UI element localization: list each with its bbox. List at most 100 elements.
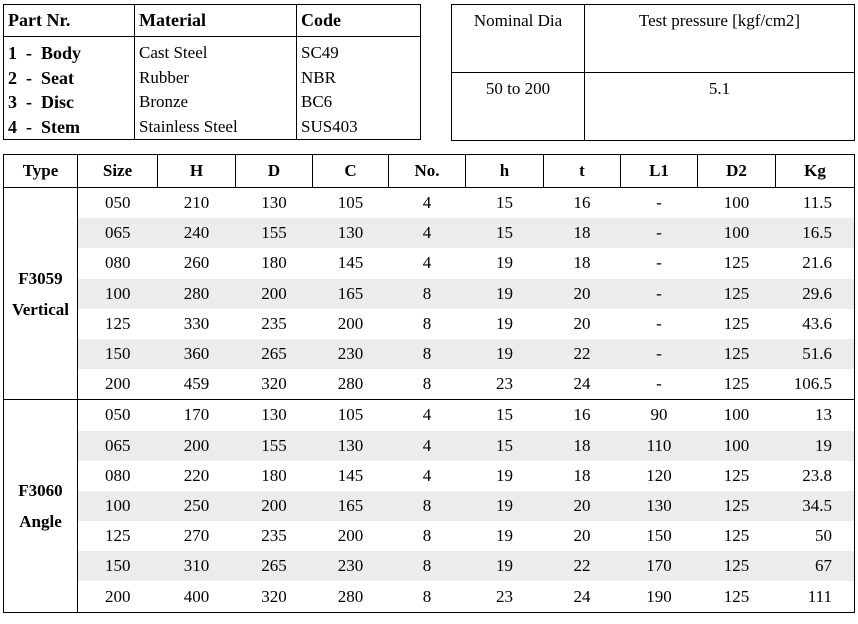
header-d2-col: D2 <box>697 154 776 188</box>
kg-cell: 43.6 <box>802 313 832 333</box>
size-cell: 125 <box>105 313 131 333</box>
header-type-col: Type <box>3 154 78 188</box>
kg-cell: 67 <box>775 551 855 582</box>
l1-dim-cell: - <box>656 374 662 394</box>
type-code: F3059 <box>18 268 63 288</box>
header-part-nr: Part Nr. <box>3 4 135 37</box>
d-dim-cell: 200 <box>235 278 313 309</box>
h-lower-cell: 23 <box>496 586 513 606</box>
part-name: 1 - Body <box>3 36 135 66</box>
d2-dim-cell: 125 <box>723 465 750 485</box>
part-material: Stainless Steel <box>134 114 297 140</box>
d-dim-cell: 130 <box>235 187 313 219</box>
h-dim-cell: 260 <box>183 253 210 273</box>
l1-dim-cell: 150 <box>646 526 672 546</box>
table-row: F3060 Angle 050 170 130 105 4 15 16 90 100 13 <box>3 399 855 613</box>
t-dim-cell: 18 <box>543 218 621 249</box>
t-dim-cell: 18 <box>543 430 621 461</box>
d2-dim-cell: 125 <box>697 551 776 582</box>
parts-row: 2 - Seat Rubber NBR <box>3 65 421 91</box>
l1-dim-cell: 110 <box>620 430 698 461</box>
d-dim-cell: 155 <box>235 430 313 461</box>
test-pressure-table: Nominal Dia Test pressure [kgf/cm2] 50 t… <box>451 4 855 141</box>
bolt-no-cell: 8 <box>388 551 466 582</box>
part-code: BC6 <box>296 90 421 115</box>
part-code: NBR <box>296 65 421 91</box>
header-h-col: H <box>157 154 236 188</box>
kg-cell: 50 <box>815 526 832 546</box>
d2-dim-cell: 125 <box>723 253 750 273</box>
h-dim-cell: 170 <box>157 399 236 431</box>
h-lower-cell: 15 <box>465 187 544 219</box>
h-lower-cell: 19 <box>465 278 544 309</box>
kg-cell: 19 <box>775 430 855 461</box>
size-cell: 150 <box>77 551 158 582</box>
h-dim-cell: 250 <box>157 490 236 522</box>
dimension-table: Type Size H D C No. h t L1 D2 Kg F3059 Vertical 050 2… <box>3 154 855 613</box>
bolt-no-cell: 4 <box>388 218 466 249</box>
c-dim-cell: 280 <box>337 586 364 606</box>
size-cell: 050 <box>77 187 158 219</box>
pressure-header-row: Nominal Dia Test pressure [kgf/cm2] <box>451 4 855 73</box>
size-cell: 050 <box>77 399 158 431</box>
header-nominal-dia: Nominal Dia <box>451 4 585 73</box>
h-lower-cell: 19 <box>496 465 513 485</box>
c-dim-cell: 105 <box>312 187 389 219</box>
t-dim-cell: 20 <box>573 313 591 333</box>
size-cell: 125 <box>105 526 131 546</box>
kg-cell: 13 <box>775 399 855 431</box>
nominal-dia-value: 50 to 200 <box>451 72 585 141</box>
parts-material-table: Part Nr. Material Code 1 - Body Cast Ste… <box>3 4 421 140</box>
h-dim-cell: 220 <box>183 465 210 485</box>
table-row: 125 270 235 200 8 19 20 150 125 50 <box>4 521 855 551</box>
table-row: 150 310 265 230 8 19 22 170 125 67 <box>4 551 855 582</box>
t-dim-cell: 16 <box>543 399 621 431</box>
size-cell: 100 <box>77 278 158 309</box>
bolt-no-cell: 4 <box>388 430 466 461</box>
d2-dim-cell: 100 <box>697 218 776 249</box>
d2-dim-cell: 125 <box>723 313 750 333</box>
kg-cell: 29.6 <box>775 278 855 309</box>
type-code: F3060 <box>18 480 63 500</box>
dimension-header-row: Type Size H D C No. h t L1 D2 Kg <box>3 154 855 188</box>
bolt-no-cell: 4 <box>388 399 466 431</box>
l1-dim-cell: - <box>620 278 698 309</box>
c-dim-cell: 165 <box>312 490 389 522</box>
table-row: 150 360 265 230 8 19 22-125 51.6 <box>4 338 855 370</box>
l1-dim-cell: - <box>620 218 698 249</box>
d-dim-cell: 320 <box>261 374 287 394</box>
parts-header-row: Part Nr. Material Code <box>3 4 421 37</box>
table-row: F3059 Vertical 050 210 130 105 4 15 16-100 11.5 <box>3 186 855 401</box>
dimension-table-body: F3059 Vertical 050 210 130 105 4 15 16-100 11.5 06… <box>3 186 855 613</box>
parts-row: 4 - Stem Stainless Steel SUS403 <box>3 114 421 140</box>
d-dim-cell: 235 <box>261 526 287 546</box>
h-dim-cell: 400 <box>183 586 210 606</box>
part-material: Cast Steel <box>134 36 297 66</box>
d-dim-cell: 130 <box>235 399 313 431</box>
l1-dim-cell: 190 <box>646 586 672 606</box>
kg-cell: 21.6 <box>802 253 832 273</box>
c-dim-cell: 230 <box>312 338 389 370</box>
d-dim-cell: 180 <box>261 465 287 485</box>
table-row: 125 330 235 200 8 19 20 - 125 43.6 <box>4 309 855 339</box>
d-dim-cell: 200 <box>235 490 313 522</box>
h-dim-cell: 240 <box>157 218 236 249</box>
l1-dim-cell: - <box>620 338 698 370</box>
d-dim-cell: 265 <box>235 338 313 370</box>
header-code: Code <box>296 4 421 37</box>
kg-cell: 16.5 <box>775 218 855 249</box>
header-h-col: h <box>465 154 544 188</box>
header-t-col: t <box>543 154 621 188</box>
h-dim-cell: 280 <box>157 278 236 309</box>
size-cell: 065 <box>77 218 158 249</box>
d2-dim-cell: 125 <box>723 374 750 394</box>
table-row: 065 240 155 130 4 15 18-100 16.5 <box>4 218 855 249</box>
size-cell: 080 <box>105 253 131 273</box>
table-row: 080 220 180 145 4 19 18 120 125 23.8 <box>4 461 855 491</box>
test-pressure-value: 5.1 <box>584 72 855 141</box>
l1-dim-cell: - <box>656 313 662 333</box>
d-dim-cell: 320 <box>261 586 287 606</box>
bolt-no-cell: 8 <box>422 586 432 606</box>
h-lower-cell: 19 <box>465 551 544 582</box>
pressure-value-row: 50 to 200 5.1 <box>451 72 855 141</box>
